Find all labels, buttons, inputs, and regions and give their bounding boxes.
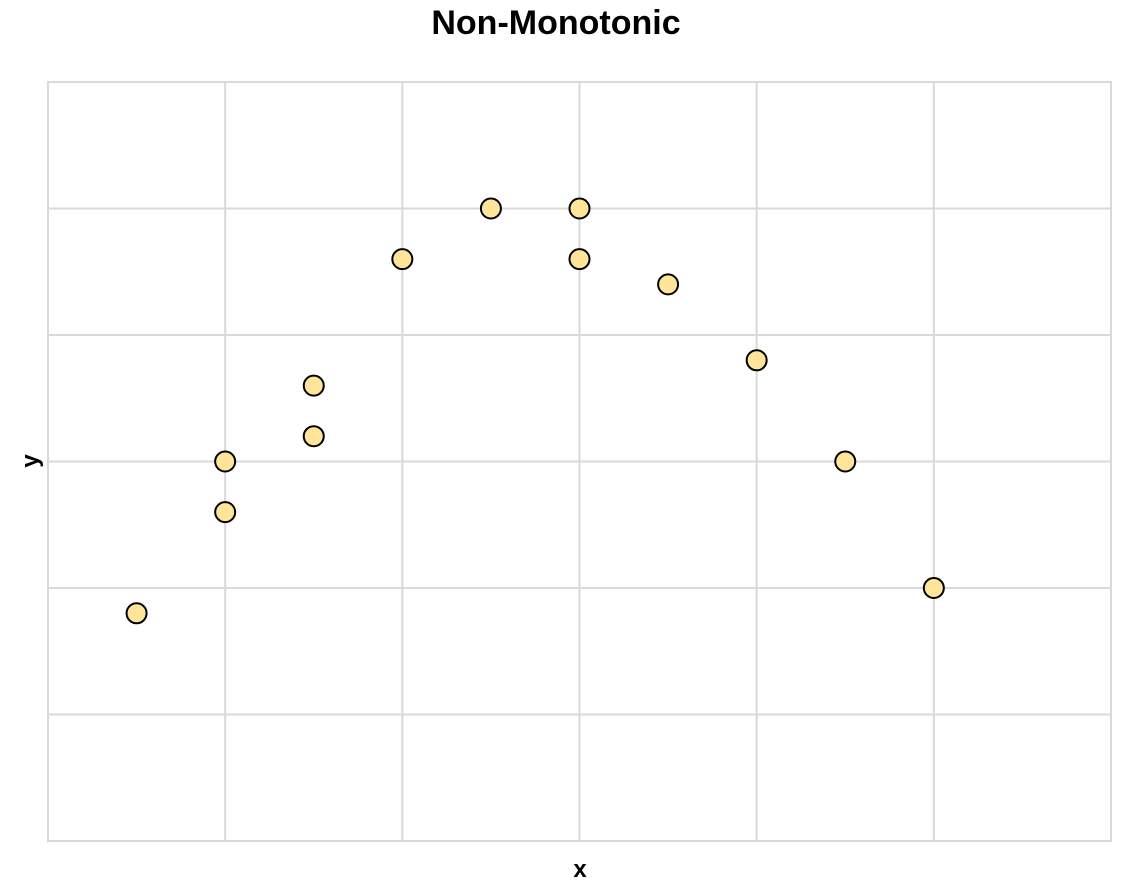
data-point-6 [391, 248, 414, 271]
data-point-11 [745, 349, 768, 372]
data-point-7 [479, 197, 502, 220]
data-point-12 [834, 450, 857, 473]
data-point-2 [214, 501, 237, 524]
data-points [125, 197, 945, 625]
x-axis-label: x [573, 856, 587, 883]
data-point-3 [214, 450, 237, 473]
data-point-1 [125, 602, 148, 625]
data-point-5 [302, 374, 325, 397]
y-axis-label: y [17, 454, 44, 468]
data-point-9 [568, 248, 591, 271]
chart-title: Non-Monotonic [431, 4, 680, 42]
data-point-13 [922, 577, 945, 599]
data-point-4 [302, 425, 325, 448]
data-point-8 [568, 197, 591, 220]
data-point-10 [657, 273, 680, 296]
